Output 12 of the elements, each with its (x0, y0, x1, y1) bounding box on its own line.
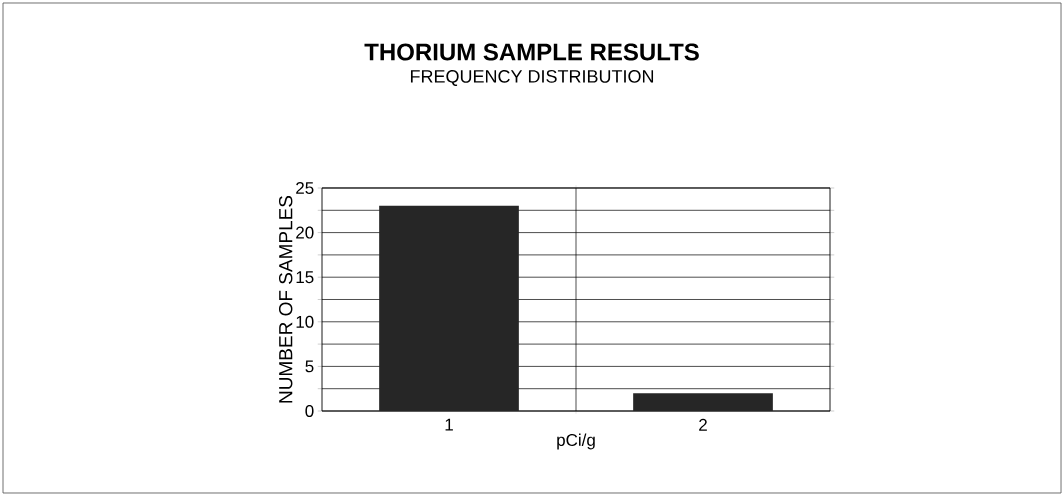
y-tick-label: 15 (296, 271, 314, 284)
x-axis-title: pCi/g (557, 433, 595, 450)
y-axis-title: NUMBER OF SAMPLES (278, 195, 293, 403)
y-tick-label: 25 (296, 181, 314, 195)
chart-subtitle: FREQUENCY DISTRIBUTION (410, 70, 654, 86)
chart-title: THORIUM SAMPLE RESULTS (364, 43, 699, 61)
y-tick-label: 10 (296, 315, 314, 328)
y-tick-label: 5 (305, 360, 314, 373)
y-tick-label: 20 (296, 226, 314, 239)
y-tick-label: 0 (305, 404, 314, 418)
x-tick-label: 1 (445, 418, 453, 431)
x-tick-label: 2 (699, 418, 707, 431)
